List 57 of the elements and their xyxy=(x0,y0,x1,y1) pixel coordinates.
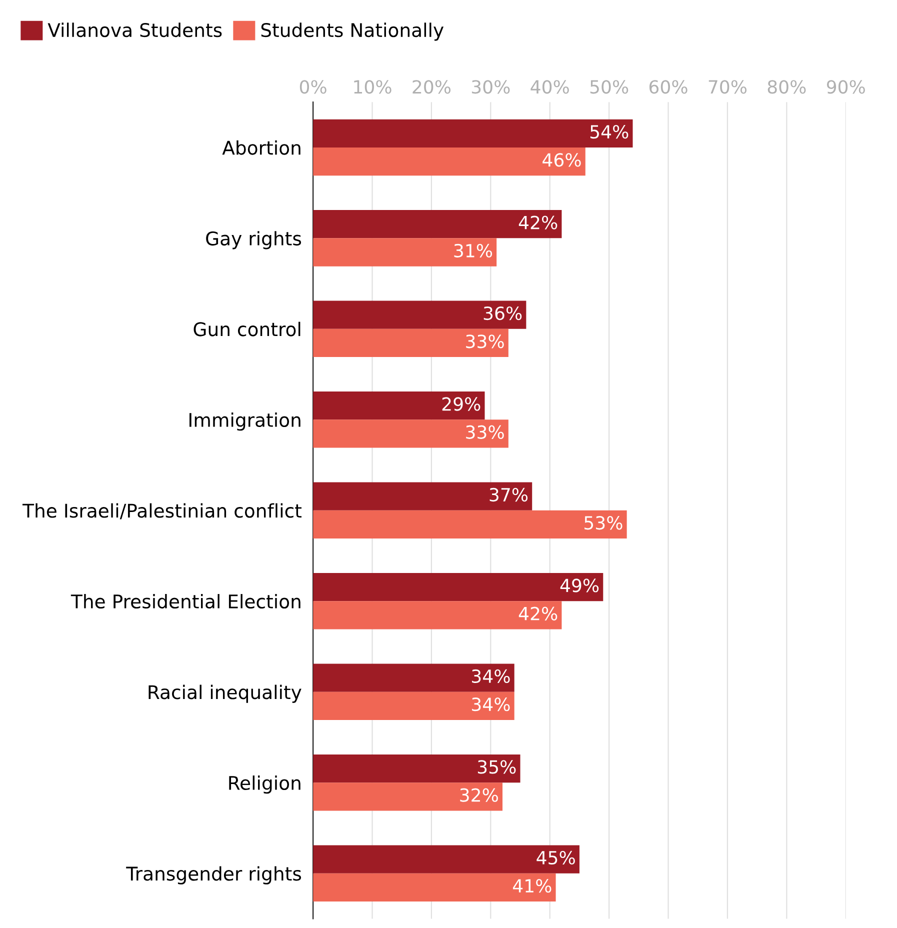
bar xyxy=(313,510,627,539)
data-label: 49% xyxy=(560,578,599,592)
x-tick-label: 30% xyxy=(472,80,510,94)
x-tick-label: 80% xyxy=(768,80,806,94)
y-tick-label: Religion xyxy=(229,775,300,794)
bar xyxy=(313,420,508,448)
data-label: 33% xyxy=(466,334,504,348)
data-label: 41% xyxy=(512,878,552,893)
x-tick-label: 50% xyxy=(590,80,628,94)
bar xyxy=(313,147,586,176)
y-tick-label: Immigration xyxy=(190,412,300,431)
x-tick-label: 10% xyxy=(354,80,392,94)
data-label: 53% xyxy=(584,516,622,530)
data-label: 33% xyxy=(466,425,504,439)
data-label: 42% xyxy=(518,216,558,230)
bar xyxy=(313,300,526,329)
y-tick-label: The Presidential Election xyxy=(70,594,300,609)
bar xyxy=(313,873,556,902)
y-tick-label: Gay rights xyxy=(206,231,302,250)
bar xyxy=(313,482,532,510)
bar xyxy=(313,328,508,358)
bar xyxy=(313,664,514,692)
y-tick-label: Racial inequality xyxy=(148,684,302,703)
data-label: 45% xyxy=(536,850,575,865)
legend-label: Villanova Students xyxy=(48,22,222,38)
x-tick-label: 0% xyxy=(300,80,326,94)
bar xyxy=(313,210,562,238)
y-tick-label: Transgender rights xyxy=(126,866,302,884)
bar xyxy=(313,692,514,720)
data-label: 54% xyxy=(590,124,628,139)
data-label: 42% xyxy=(518,606,558,620)
data-label: 29% xyxy=(442,397,480,411)
bar xyxy=(313,573,604,602)
bar xyxy=(313,845,580,874)
y-tick-label: Abortion xyxy=(222,140,300,155)
x-tick-label: 60% xyxy=(649,80,688,94)
bar xyxy=(313,601,562,630)
x-tick-label: 70% xyxy=(708,80,747,94)
bar xyxy=(313,754,520,783)
data-label: 35% xyxy=(478,760,516,774)
data-label: 34% xyxy=(472,669,510,684)
x-tick-label: 40% xyxy=(530,80,569,94)
x-tick-label: 90% xyxy=(826,80,865,94)
data-label: 32% xyxy=(460,788,498,802)
legend-label: Students Nationally xyxy=(261,22,444,41)
bar xyxy=(313,238,497,266)
bar xyxy=(313,782,502,811)
y-tick-label: The Israeli/Palestinian conflict xyxy=(22,503,302,520)
bar xyxy=(313,392,485,420)
x-tick-label: 20% xyxy=(412,80,451,94)
y-tick-label: Gun control xyxy=(194,322,300,336)
data-label: 34% xyxy=(472,698,510,712)
data-label: 36% xyxy=(484,306,522,320)
data-label: 37% xyxy=(490,488,528,502)
data-label: 46% xyxy=(542,153,581,167)
bar xyxy=(313,119,633,148)
data-label: 31% xyxy=(454,244,492,258)
